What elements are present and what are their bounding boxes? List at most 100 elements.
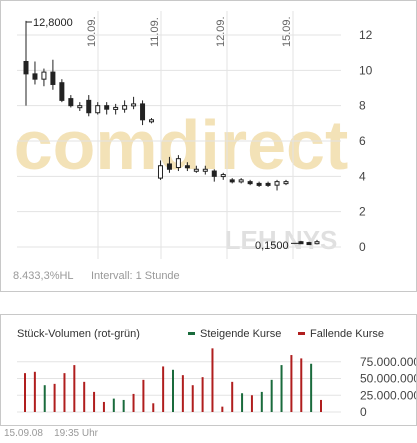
footer-date: 15.09.08 xyxy=(4,428,43,439)
date-label: 10.09. xyxy=(86,16,98,47)
candle xyxy=(95,102,101,115)
volume-bar xyxy=(122,399,125,412)
legend-rising-swatch xyxy=(188,332,195,335)
candle-body xyxy=(41,71,47,80)
legend-falling-label: Fallende Kurse xyxy=(310,328,384,340)
candle xyxy=(86,95,92,117)
volume-bar xyxy=(300,358,303,412)
candle xyxy=(220,172,226,180)
candle xyxy=(122,100,128,113)
volume-bar xyxy=(24,373,26,412)
candle-body xyxy=(283,181,289,185)
candle-body xyxy=(247,181,253,185)
volume-bar xyxy=(102,401,105,412)
candle-body xyxy=(131,103,137,107)
candle xyxy=(157,160,163,180)
candle-body xyxy=(306,242,312,246)
candle-body xyxy=(229,179,235,183)
candle-body xyxy=(193,168,199,172)
candle xyxy=(113,103,119,115)
footer-time: 19:35 Uhr xyxy=(54,428,98,439)
price-y-tick-label: 2 xyxy=(359,205,366,219)
volume-bar xyxy=(221,406,224,412)
watermark-exchange: LEH NYS xyxy=(225,225,338,255)
candle xyxy=(256,181,262,187)
candle-body xyxy=(184,165,190,169)
volume-bar xyxy=(191,385,194,412)
price-chart-panel: comdirect LEH NYS 10.09. 11.09. 12.09. 15.0… xyxy=(0,0,417,292)
volume-bar xyxy=(93,391,96,412)
volume-chart-title: Stück-Volumen (rot-grün) xyxy=(17,328,140,340)
candle-body xyxy=(140,103,146,121)
candle-body xyxy=(157,165,163,179)
candle-body xyxy=(77,105,83,109)
candle-body xyxy=(23,61,29,75)
candle-body xyxy=(238,179,244,183)
volume-chart-panel: Stück-Volumen (rot-grün) Steigende Kurse… xyxy=(0,314,417,426)
volume-bar xyxy=(142,379,145,412)
volume-y-tick-label: 0 xyxy=(360,405,367,419)
volume-bar xyxy=(280,365,283,412)
volume-y-tick-label: 25.000.000 xyxy=(360,388,416,402)
price-y-tick-label: 4 xyxy=(359,169,366,183)
candle-body xyxy=(122,105,128,110)
date-label: 12.09. xyxy=(215,16,227,47)
price-y-tick-label: 12 xyxy=(359,28,373,42)
date-label: 11.09. xyxy=(149,17,161,47)
candle-body xyxy=(265,182,271,186)
candle-body xyxy=(220,174,226,178)
candle-body xyxy=(274,181,280,186)
candle xyxy=(104,102,110,115)
volume-bar xyxy=(43,385,46,412)
candle-body xyxy=(175,158,181,169)
candle xyxy=(265,181,271,187)
candle-body xyxy=(59,82,65,101)
volume-bar xyxy=(241,393,244,412)
candle-body xyxy=(104,105,110,110)
volume-bar xyxy=(181,375,184,412)
volume-bar xyxy=(83,381,86,412)
min-price-label: 0,1500 xyxy=(255,240,289,252)
candle xyxy=(41,68,47,87)
candle-body xyxy=(32,73,38,80)
candle xyxy=(211,169,217,182)
candle-body xyxy=(211,170,217,177)
candle xyxy=(149,118,155,124)
volume-chart: Stück-Volumen (rot-grün) Steigende Kurse… xyxy=(17,328,417,419)
max-price-label: 12,8000 xyxy=(33,17,73,29)
price-y-tick-label: 6 xyxy=(359,134,366,148)
interval-label: Intervall: 1 Stunde xyxy=(91,270,180,282)
footer-timestamp: 15.09.08 19:35 Uhr xyxy=(4,428,98,439)
price-y-tick-label: 8 xyxy=(359,99,366,113)
candle xyxy=(23,20,29,106)
candle xyxy=(140,100,146,126)
candle xyxy=(274,179,280,191)
volume-bar xyxy=(33,371,36,412)
candle xyxy=(229,178,235,184)
candle xyxy=(306,241,312,246)
volume-bar xyxy=(162,366,165,412)
candle xyxy=(77,102,83,111)
volume-bar xyxy=(53,383,56,412)
volume-bar xyxy=(152,403,155,412)
candle xyxy=(314,239,320,245)
volume-bar xyxy=(132,393,135,412)
price-chart: comdirect LEH NYS 10.09. 11.09. 12.09. 15.0… xyxy=(13,11,373,282)
candle xyxy=(68,95,74,108)
volume-bar xyxy=(63,373,66,412)
candle xyxy=(283,179,289,186)
volume-y-tick-label: 50.000.000 xyxy=(360,372,416,386)
volume-bar xyxy=(290,355,293,412)
candle xyxy=(193,165,199,173)
candle xyxy=(202,165,208,175)
candle xyxy=(298,240,304,245)
candle xyxy=(184,162,190,172)
volume-bar xyxy=(73,365,76,412)
candle-body xyxy=(166,163,172,170)
legend-rising-label: Steigende Kurse xyxy=(200,328,281,340)
candle xyxy=(238,178,244,184)
volume-bar xyxy=(112,398,115,412)
price-change-summary: 8.433,3%HL xyxy=(13,270,74,282)
candle xyxy=(32,61,38,85)
candle-body xyxy=(50,71,56,85)
